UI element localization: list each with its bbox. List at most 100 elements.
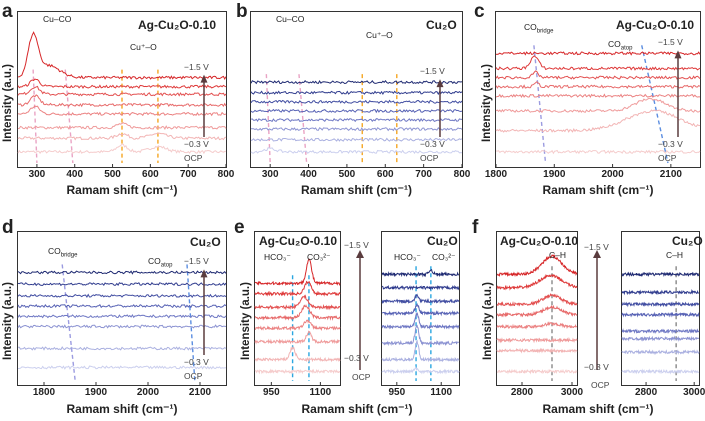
spectra-svg (250, 74, 463, 167)
spectrum-line-5 (381, 293, 460, 305)
x-tick-label: 300 (261, 169, 279, 180)
spectrum-line-2 (254, 330, 341, 345)
potential-top-label-f: −1.5 V (584, 242, 609, 252)
spectrum-line-4 (621, 311, 700, 318)
x-axis-label-d: Ramam shift (cm⁻¹) (66, 402, 178, 416)
peak-annotation: Cu–CO (276, 14, 305, 24)
spectrum-line-1 (495, 109, 701, 133)
spectrum-line-5 (496, 293, 578, 307)
top-potential-label: −1.5 V (658, 37, 683, 48)
spectrum-line-2 (17, 122, 227, 130)
panel-letter-e: e (234, 217, 245, 238)
spectrum-line-4 (495, 81, 701, 90)
panel-title: Cu₂O (427, 234, 458, 248)
panel-f-right-plot: Cu₂O C–H 2800 3000 (621, 231, 705, 398)
bottom-potential-label: −0.3 V (184, 357, 209, 367)
spectrum-line-2 (496, 336, 578, 344)
y-axis-label-a: Intensity (a.u.) (2, 64, 14, 142)
spectrum-line-3 (250, 117, 463, 123)
spectrum-line-2 (621, 335, 699, 342)
peak-guide-line (186, 264, 196, 382)
peak-annotation: C–H (666, 250, 684, 260)
x-axis-label-a: Ramam shift (cm⁻¹) (66, 183, 178, 197)
x-axis-label-e: Ramam shift (cm⁻¹) (301, 402, 413, 416)
panel-title: Cu₂O (672, 234, 703, 248)
arrow-head-icon (200, 269, 208, 278)
bottom-potential-label: −0.3 V (658, 139, 683, 149)
x-axis-label-b: Ramam shift (cm⁻¹) (300, 183, 413, 197)
x-tick-label: 1100 (430, 387, 453, 398)
top-potential-label: −1.5 V (420, 66, 445, 77)
spectrum-line-1 (381, 339, 460, 363)
spectra-svg (621, 266, 700, 385)
spectrum-line-0 (381, 366, 460, 375)
x-tick-label: 1800 (484, 169, 508, 180)
peak-annotation: Cu⁺–O (130, 42, 157, 52)
panel-title: Ag-Cu₂O-0.10 (259, 234, 338, 248)
x-tick-label: 600 (142, 169, 159, 180)
spectrum-line-7 (17, 31, 227, 80)
x-tick-label: 400 (66, 169, 84, 180)
spectrum-line-2 (251, 126, 463, 132)
panel-letter-b: b (236, 1, 248, 22)
x-tick-label: 500 (104, 169, 121, 180)
spectrum-line-5 (250, 99, 463, 104)
x-tick-label: 800 (453, 169, 471, 180)
spectrum-line-3 (495, 93, 701, 99)
x-tick-label: 300 (28, 169, 46, 180)
panel-letter-c: c (474, 1, 485, 22)
spectrum-line-1 (250, 137, 463, 142)
ocp-label-e: OCP (352, 372, 371, 382)
y-axis-label-c: Intensity (a.u.) (481, 64, 493, 142)
peak-guide-line (265, 74, 271, 164)
peak-annotation: CObridge (48, 246, 78, 259)
panel-e-left-plot: Ag-Cu₂O-0.10 HCO₃⁻ CO₃²⁻ 950 1100 (254, 231, 341, 398)
panel-letter-f: f (472, 217, 479, 238)
x-axis-label-c: Ramam shift (cm⁻¹) (542, 183, 654, 197)
panel-title: Ag-Cu₂O-0.10 (138, 18, 217, 32)
spectrum-line-6 (17, 282, 227, 287)
spectrum-line-2 (381, 324, 460, 347)
y-axis-label-f: Intensity (a.u.) (482, 282, 494, 360)
panel-a-plot: −1.5 V −0.3 V OCP Ag-Cu₂O-0.10 Cu–CO Cu⁺–O 300… (17, 11, 234, 180)
x-tick-label: 1100 (309, 387, 332, 398)
spectrum-line-0 (621, 368, 700, 375)
x-tick-label: 3000 (683, 387, 705, 398)
x-tick-label: 800 (217, 169, 235, 180)
panel-letter-a: a (2, 1, 13, 22)
potential-arrow-f (593, 250, 601, 370)
ocp-label-f: OCP (591, 380, 610, 390)
peak-annotation: CO₃²⁻ (432, 252, 456, 262)
potential-bottom-label-f: −0.3 V (584, 362, 609, 372)
peak-guide-line (533, 45, 547, 164)
peak-annotation: COatop (148, 256, 173, 269)
spectrum-line-5 (495, 70, 701, 80)
x-tick-label: 2800 (510, 387, 534, 398)
spectrum-line-0 (254, 368, 341, 375)
peak-guide-line (64, 69, 74, 164)
x-tick-label: 2100 (188, 387, 212, 398)
bottom-potential-label: −0.3 V (184, 139, 209, 149)
top-potential-label: −1.5 V (184, 256, 209, 267)
x-tick-label: 2000 (136, 387, 160, 398)
arrow-head-icon (674, 50, 682, 59)
spectrum-line-5 (17, 85, 227, 97)
spectra-svg (17, 31, 227, 167)
ocp-label: OCP (420, 153, 439, 163)
x-tick-label: 950 (388, 387, 406, 398)
panel-title: Cu₂O (426, 18, 457, 32)
spectrum-line-7 (381, 269, 460, 278)
x-tick-label: 500 (338, 169, 356, 180)
spectrum-line-6 (495, 55, 701, 71)
panel-e-right-plot: Cu₂O HCO₃⁻ CO₃²⁻ 950 1100 (381, 231, 460, 398)
peak-annotation: COatop (608, 39, 633, 52)
spectrum-line-6 (250, 90, 463, 96)
spectrum-line-3 (621, 328, 700, 335)
spectra-svg (254, 258, 341, 385)
spectrum-line-7 (17, 270, 227, 275)
x-tick-label: 700 (415, 169, 432, 180)
spectrum-line-4 (496, 304, 578, 318)
x-tick-label: 2100 (659, 169, 682, 180)
panel-letter-d: d (2, 217, 14, 238)
x-tick-label: 3000 (560, 387, 584, 398)
